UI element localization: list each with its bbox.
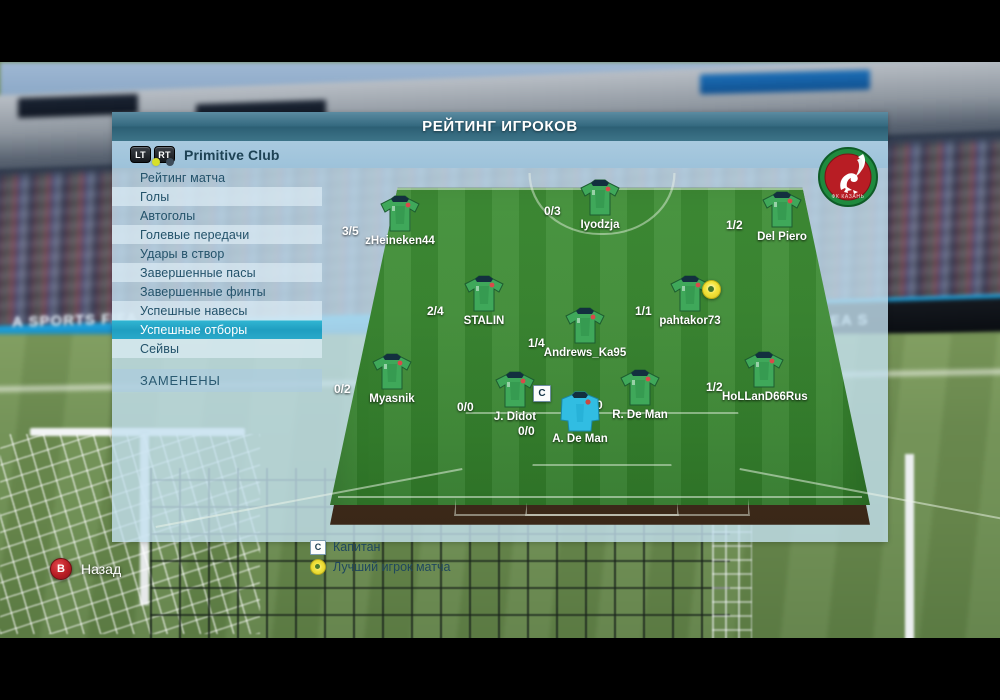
jersey-icon xyxy=(562,306,608,346)
back-label: Назад xyxy=(81,561,122,577)
page-indicator xyxy=(152,158,174,166)
player-marker[interactable]: 3/5 zHeineken44 xyxy=(342,194,442,247)
player-stat: 1/2 xyxy=(726,218,743,232)
panel-titlebar: РЕЙТИНГ ИГРОКОВ xyxy=(112,112,888,141)
formation-pitch: 3/5 zHeineken44 0/3 xyxy=(155,172,1000,532)
player-stat: 0/0 xyxy=(457,400,474,414)
player-marker[interactable]: 0/0 A. De Man xyxy=(518,390,622,445)
stat-item-own-goals[interactable]: Автоголы xyxy=(140,208,196,223)
stat-item-saves[interactable]: Сейвы xyxy=(112,339,322,358)
player-marker[interactable]: 2/4 STALIN xyxy=(427,274,526,327)
stat-item-completed-skills[interactable]: Завершенные финты xyxy=(140,284,266,299)
club-crest-icon: ФК КАЗАНЬ xyxy=(817,146,879,208)
player-name: J. Didot xyxy=(493,411,537,423)
player-stat: 1/1 xyxy=(635,304,652,318)
stat-item-successful-tackles[interactable]: Успешные отборы xyxy=(112,320,322,339)
player-marker[interactable]: 1/2 HoLLanD66Rus xyxy=(706,350,808,403)
jersey-icon xyxy=(617,368,663,408)
captain-badge-icon: C xyxy=(310,539,326,555)
jersey-icon xyxy=(577,178,623,218)
player-stat: 1/2 xyxy=(706,380,723,394)
jersey-icon xyxy=(759,190,805,230)
player-name: Del Piero xyxy=(757,231,807,243)
stat-item-completed-passes[interactable]: Завершенные пасы xyxy=(112,263,322,282)
pitch-line-left xyxy=(155,468,463,528)
player-stat: 0/3 xyxy=(544,204,561,218)
legend-label-captain: Капитан xyxy=(333,540,381,554)
jersey-icon xyxy=(492,370,538,410)
player-stat: 0/2 xyxy=(334,382,351,396)
legend: C Капитан Лучший игрок матча xyxy=(310,538,630,578)
stat-item-assists[interactable]: Голевые передачи xyxy=(112,225,322,244)
captain-badge-icon: C xyxy=(533,385,551,402)
lt-bumper-icon[interactable]: LT xyxy=(130,146,151,163)
player-name: A. De Man xyxy=(552,433,608,445)
game-viewport: A SPORTS FIFA EA S РЕЙТИНГ ИГРОКОВ LT RT… xyxy=(0,62,1000,638)
goalkeeper-jersey-icon xyxy=(557,390,603,432)
motm-badge-icon xyxy=(310,559,326,575)
legend-row-captain: C Капитан xyxy=(310,538,630,556)
player-stat: 3/5 xyxy=(342,224,359,238)
pitch-line-bottom xyxy=(338,496,862,498)
six-yard-box-bottom xyxy=(525,464,679,516)
back-button[interactable]: B Назад xyxy=(50,558,121,580)
motm-badge-icon xyxy=(702,280,721,299)
player-marker[interactable]: 0/3 Iyodzja xyxy=(544,178,642,231)
player-stat: 0/0 xyxy=(518,424,535,438)
club-name: Primitive Club xyxy=(184,146,280,163)
player-stat: 2/4 xyxy=(427,304,444,318)
legend-row-motm: Лучший игрок матча xyxy=(310,558,630,576)
jersey-icon xyxy=(741,350,787,390)
stat-item-successful-crosses[interactable]: Успешные навесы xyxy=(112,301,322,320)
jersey-icon xyxy=(461,274,507,314)
player-name: HoLLanD66Rus xyxy=(722,391,808,403)
player-name: pahtakor73 xyxy=(659,315,721,327)
player-name: STALIN xyxy=(463,315,505,327)
player-name: Iyodzja xyxy=(580,219,620,231)
club-bar: LT RT Primitive Club xyxy=(112,141,888,168)
legend-label-motm: Лучший игрок матча xyxy=(333,560,451,574)
stat-item-shots-on-target[interactable]: Удары в створ xyxy=(140,246,225,261)
jersey-icon xyxy=(667,274,713,314)
player-marker[interactable]: 1/2 Del Piero xyxy=(726,190,824,243)
stat-category-list: Рейтинг матча Голы Автоголы Голевые пере… xyxy=(112,168,322,392)
goal-post-right xyxy=(905,454,914,638)
player-stat: 1/4 xyxy=(528,336,545,350)
player-name: Andrews_Ka95 xyxy=(543,347,627,359)
stat-item-match-rating[interactable]: Рейтинг матча xyxy=(140,170,226,185)
letterbox-bottom xyxy=(0,638,1000,700)
pitch-surface xyxy=(330,187,870,505)
substitutions-header: ЗАМЕНЕНЫ xyxy=(112,369,322,392)
player-ratings-panel: РЕЙТИНГ ИГРОКОВ LT RT Primitive Club Рей… xyxy=(112,112,1000,575)
jersey-icon xyxy=(377,194,423,234)
player-name: R. De Man xyxy=(612,409,668,421)
letterbox-top xyxy=(0,0,1000,62)
svg-text:ФК КАЗАНЬ: ФК КАЗАНЬ xyxy=(832,194,865,200)
panel-body: Рейтинг матча Голы Автоголы Голевые пере… xyxy=(112,147,1000,575)
page-dot-1[interactable] xyxy=(152,158,160,166)
player-name: Myasnik xyxy=(369,393,415,405)
b-button-icon: B xyxy=(50,558,72,580)
jersey-icon xyxy=(369,352,415,392)
page-title: РЕЙТИНГ ИГРОКОВ xyxy=(422,118,578,135)
player-marker[interactable]: 1/4 Andrews_Ka95 xyxy=(528,306,627,359)
player-name: zHeineken44 xyxy=(365,235,435,247)
player-marker[interactable]: 1/1 pahtakor73 xyxy=(635,274,732,327)
player-marker[interactable]: 0/2 Myasnik xyxy=(334,352,434,405)
stat-item-goals[interactable]: Голы xyxy=(112,187,322,206)
page-dot-2[interactable] xyxy=(166,158,174,166)
player-marker[interactable]: C 0/0 J. Didot xyxy=(457,370,557,423)
